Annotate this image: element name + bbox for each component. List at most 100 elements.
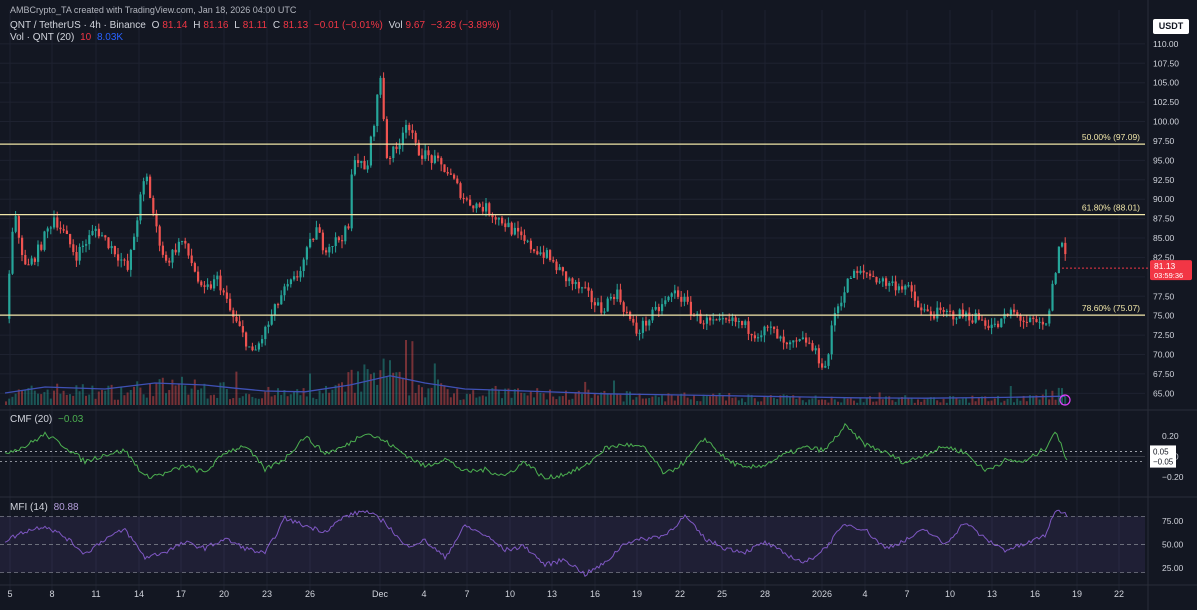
candle-body [584, 287, 587, 289]
volume-bar [568, 399, 571, 405]
candle-body [350, 174, 353, 229]
volume-bar [805, 402, 807, 405]
candle-body [542, 252, 545, 258]
candle-body [11, 231, 14, 274]
candle-body [475, 203, 478, 209]
volume-bar [184, 385, 187, 405]
y-tick-label: 67.50 [1153, 369, 1175, 379]
candle-body [424, 150, 427, 159]
volume-bar [376, 384, 379, 405]
candle-body [101, 235, 104, 237]
volume-bar [369, 374, 372, 405]
cmf-tick-label: 0.20 [1162, 431, 1179, 441]
volume-bar [913, 402, 916, 405]
candle-body [606, 298, 609, 312]
y-tick-label: 82.50 [1153, 252, 1175, 262]
candle-body [341, 240, 344, 242]
candle-body [993, 323, 996, 325]
candle-body [494, 217, 497, 220]
volume-bar [555, 399, 558, 405]
x-tick-label: 10 [945, 589, 955, 599]
mfi-label[interactable]: MFI (14) [10, 502, 48, 513]
candle-body [414, 132, 417, 143]
candle-body [571, 278, 574, 285]
volume-bar [213, 394, 215, 405]
candle-body [1064, 242, 1067, 255]
x-tick-label: 25 [717, 589, 727, 599]
volume-bar [65, 394, 68, 405]
candle-body [177, 241, 180, 253]
volume-bar [587, 389, 590, 405]
volume-bar [456, 388, 459, 405]
candle-body [955, 318, 958, 320]
candle-body [472, 205, 475, 209]
y-tick-label: 110.00 [1153, 39, 1179, 49]
volume-bar [734, 397, 737, 405]
currency-badge[interactable]: USDT [1153, 19, 1189, 34]
volume-bar [536, 388, 539, 405]
volume-bar [5, 401, 7, 405]
volume-bar [350, 369, 353, 405]
candle-body [369, 136, 372, 166]
volume-bar [853, 400, 855, 405]
volume-bar [1019, 400, 1022, 405]
volume-bar [117, 399, 119, 405]
candle-body [315, 227, 318, 240]
volume-bar [78, 391, 81, 405]
volume-bar [840, 402, 843, 405]
volume-bar [430, 387, 433, 405]
candle-body [129, 249, 132, 270]
volume-bar [958, 399, 961, 405]
candle-body [430, 155, 433, 163]
volume-bar [267, 386, 270, 405]
volume-bar [254, 398, 257, 405]
volume-bar [753, 398, 756, 405]
volume-indicator-label[interactable]: Vol · QNT (20) [10, 32, 75, 43]
candle-body [401, 132, 404, 146]
candle-body [491, 215, 494, 218]
volume-bar [517, 388, 519, 405]
candle-body [843, 292, 846, 303]
volume-bar [145, 397, 148, 405]
y-tick-label: 100.00 [1153, 117, 1179, 127]
volume-bar [667, 393, 670, 405]
candle-body [382, 77, 385, 120]
x-tick-label: 16 [590, 589, 600, 599]
volume-bar [277, 388, 279, 405]
volume-bar [1029, 395, 1031, 405]
volume-bar [382, 358, 385, 405]
candle-body [1000, 318, 1003, 328]
volume-bar [325, 385, 327, 405]
cmf-label[interactable]: CMF (20) [10, 414, 53, 425]
volume-bar [891, 400, 894, 405]
symbol-title[interactable]: QNT / TetherUS · 4h · Binance [10, 20, 146, 31]
volume-bar [814, 395, 817, 405]
volume-bar [1013, 402, 1015, 405]
candle-body [449, 173, 452, 175]
candle-body [817, 348, 820, 364]
candle-body [811, 343, 814, 351]
volume-bar [965, 397, 967, 405]
volume-bar [120, 386, 123, 405]
volume-bar [273, 395, 276, 405]
change-value: −0.01 (−0.01%) [313, 20, 383, 31]
volume-bar [558, 396, 561, 405]
volume-bar [741, 398, 743, 405]
volume-bar [360, 391, 363, 405]
candle-body [929, 311, 932, 316]
candle-body [344, 226, 347, 242]
volume-bar [942, 398, 945, 405]
volume-bar [648, 397, 651, 405]
volume-bar [14, 393, 17, 405]
volume-bar [865, 397, 868, 405]
volume-bar [494, 385, 497, 405]
cmf-panel [0, 422, 1145, 480]
candle-body [501, 217, 504, 224]
candle-body [117, 254, 120, 261]
candle-body [213, 279, 216, 289]
candle-body [696, 313, 699, 316]
candle-body [565, 271, 568, 282]
volume-bar [43, 392, 46, 405]
